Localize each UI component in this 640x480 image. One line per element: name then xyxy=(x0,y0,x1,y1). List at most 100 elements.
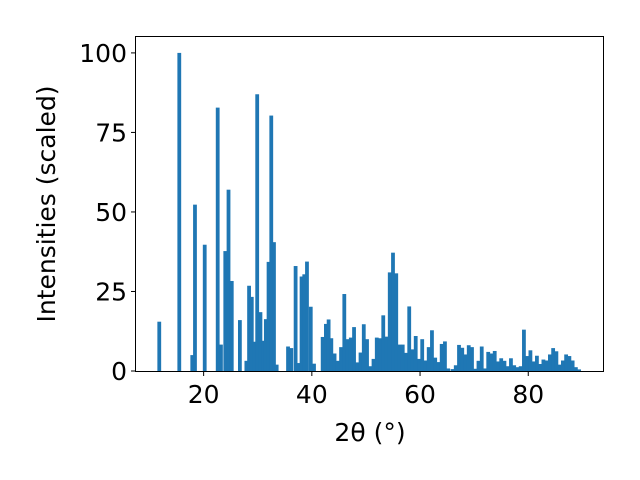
bar xyxy=(446,368,451,371)
bar xyxy=(223,251,228,371)
bar xyxy=(548,354,552,371)
bar xyxy=(394,273,399,371)
bar xyxy=(483,368,487,371)
bar xyxy=(489,353,494,371)
bar xyxy=(302,274,307,371)
bar xyxy=(466,345,471,371)
x-tick-label: 60 xyxy=(404,380,436,409)
plot-frame xyxy=(135,36,604,372)
y-axis-label: Intensities (scaled) xyxy=(32,85,61,322)
bar xyxy=(463,354,468,371)
bar xyxy=(407,306,412,371)
bar xyxy=(342,294,347,371)
x-axis-label: 2θ (°) xyxy=(334,418,405,447)
bar xyxy=(387,272,392,371)
bar xyxy=(286,346,290,371)
bar xyxy=(252,341,257,371)
bar xyxy=(237,320,242,371)
bar xyxy=(215,107,220,372)
bar xyxy=(470,347,474,371)
bar xyxy=(312,363,316,371)
y-tick-label: 50 xyxy=(95,198,127,227)
bar xyxy=(423,360,428,371)
bar xyxy=(450,369,455,371)
bar xyxy=(404,352,408,371)
bar xyxy=(326,319,331,371)
bar xyxy=(272,242,276,371)
bar xyxy=(374,337,379,371)
bar xyxy=(476,360,481,371)
bar xyxy=(219,344,223,371)
x-axis-ticks: 20 40 60 80 xyxy=(188,371,544,409)
bar xyxy=(247,285,251,371)
bar xyxy=(274,364,279,371)
bar xyxy=(324,323,328,371)
bar xyxy=(554,351,559,371)
bar xyxy=(261,340,266,371)
bar xyxy=(157,321,162,371)
bar xyxy=(289,348,294,371)
bar xyxy=(479,346,484,371)
bar xyxy=(453,365,458,371)
bar xyxy=(430,330,434,371)
y-tick-label: 75 xyxy=(95,118,127,147)
bar xyxy=(509,358,513,371)
bar xyxy=(269,115,274,371)
bar xyxy=(413,336,418,371)
bar xyxy=(518,366,523,371)
x-tick-label: 20 xyxy=(188,380,220,409)
bar xyxy=(193,204,197,371)
bar xyxy=(202,244,207,371)
bar xyxy=(335,360,340,371)
bar xyxy=(460,347,465,371)
bar xyxy=(538,364,543,371)
bar xyxy=(544,360,549,371)
bar xyxy=(541,359,546,371)
bar xyxy=(378,338,382,371)
bar xyxy=(293,266,298,371)
bar xyxy=(577,369,582,371)
bar xyxy=(226,189,231,371)
bar xyxy=(570,360,575,371)
bar xyxy=(358,352,363,371)
bar xyxy=(496,361,500,371)
bar xyxy=(551,348,556,371)
bar xyxy=(258,312,263,371)
bar xyxy=(371,358,376,371)
bar xyxy=(332,353,337,371)
bar xyxy=(531,361,536,371)
bar xyxy=(190,355,195,371)
x-tick-label: 80 xyxy=(512,380,544,409)
bar xyxy=(391,252,395,371)
bar xyxy=(255,94,260,371)
bar xyxy=(384,336,389,371)
bar xyxy=(457,344,461,371)
bar xyxy=(249,296,254,371)
bar xyxy=(296,363,301,371)
bar xyxy=(308,306,313,371)
bar xyxy=(573,367,578,371)
bars-group xyxy=(157,52,582,372)
bar xyxy=(502,360,507,371)
bar xyxy=(348,337,353,371)
bar xyxy=(177,52,182,372)
bar xyxy=(417,358,421,371)
bar xyxy=(410,349,415,371)
bar xyxy=(426,347,431,371)
bar xyxy=(515,367,520,371)
bar xyxy=(436,362,441,371)
bar xyxy=(522,329,526,371)
bar xyxy=(361,324,366,371)
bar xyxy=(486,351,491,371)
bar xyxy=(381,315,386,371)
bar xyxy=(229,280,234,371)
bar xyxy=(266,261,271,371)
bar xyxy=(339,347,343,371)
y-tick-label: 25 xyxy=(95,277,127,306)
y-axis-ticks: 0 25 50 75 100 xyxy=(79,39,136,386)
y-tick-label: 0 xyxy=(111,357,127,386)
bar xyxy=(244,360,249,371)
bar xyxy=(433,357,438,371)
bar xyxy=(439,343,444,371)
